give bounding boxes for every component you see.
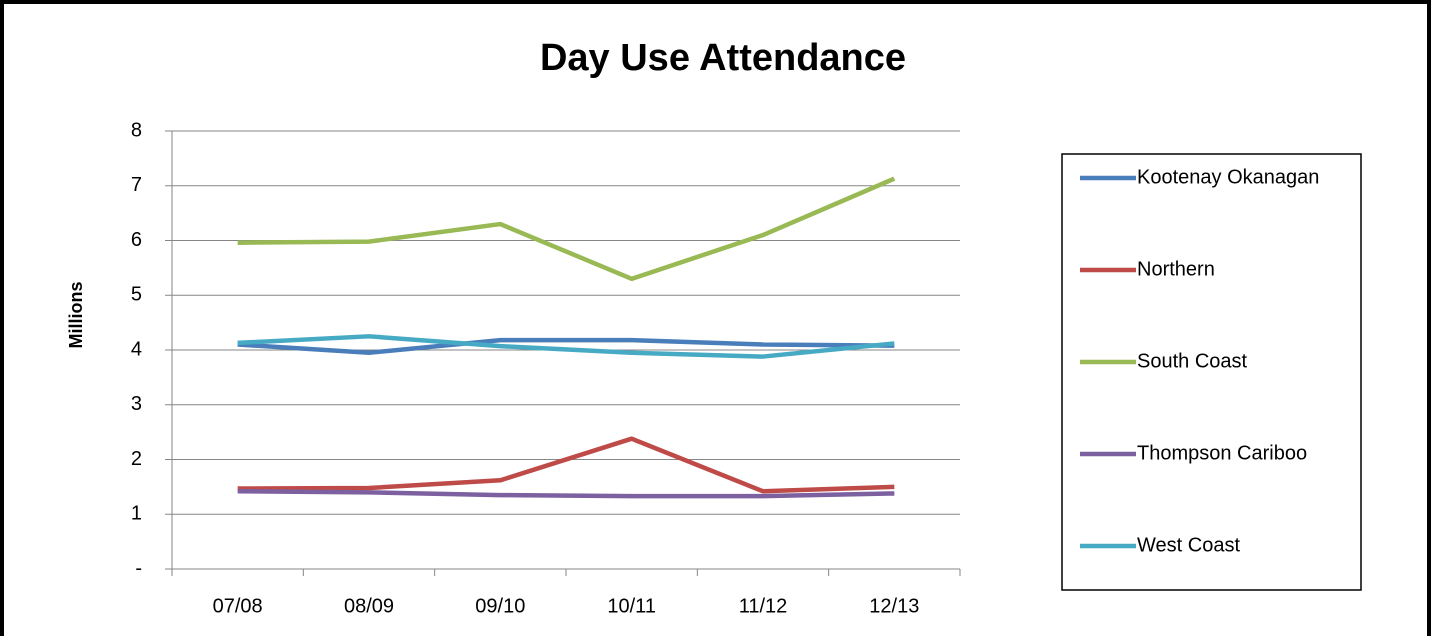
y-tick-label: 3 — [131, 393, 142, 415]
y-tick-label: - — [135, 557, 142, 579]
x-tick-label: 09/10 — [475, 595, 525, 617]
y-tick-label: 6 — [131, 229, 142, 251]
y-tick-label: 4 — [131, 338, 142, 360]
legend-box — [1061, 153, 1362, 591]
legend-label: Thompson Cariboo — [1137, 442, 1307, 464]
y-tick-label: 1 — [131, 503, 142, 525]
x-tick-label: 12/13 — [869, 595, 919, 617]
legend-label: West Coast — [1137, 534, 1240, 556]
y-tick-label: 2 — [131, 448, 142, 470]
y-axis-label: Millions — [66, 282, 86, 349]
legend-label: Kootenay Okanagan — [1137, 166, 1319, 188]
y-tick-label: 8 — [131, 119, 142, 141]
chart-title: Day Use Attendance — [540, 37, 906, 79]
x-tick-label: 11/12 — [739, 595, 788, 617]
series-line — [237, 436, 895, 494]
x-tick-label: 08/09 — [344, 595, 394, 617]
series-line — [237, 176, 896, 282]
y-tick-label: 7 — [131, 174, 142, 196]
legend-label: South Coast — [1137, 350, 1248, 372]
series-line — [237, 334, 895, 359]
x-tick-label: 10/11 — [607, 595, 656, 617]
x-tick-label: 07/08 — [213, 595, 263, 617]
series-line — [237, 489, 895, 499]
y-tick-label: 5 — [131, 284, 142, 306]
legend-label: Northern — [1137, 258, 1215, 280]
series-line — [237, 337, 895, 355]
